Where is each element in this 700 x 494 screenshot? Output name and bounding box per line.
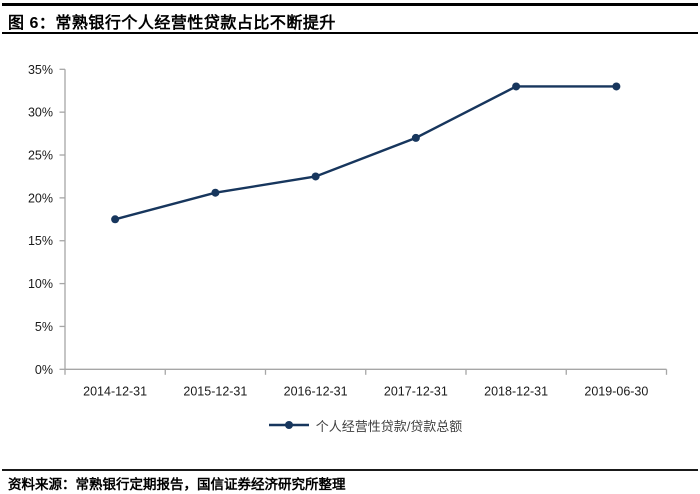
data-point-marker	[411, 133, 420, 142]
data-point-marker	[211, 188, 220, 197]
x-axis-label: 2016-12-31	[284, 384, 348, 398]
chart-legend: 个人经营性贷款/贷款总额	[15, 416, 700, 434]
figure-title: 图 6：常熟银行个人经营性贷款占比不断提升	[8, 15, 336, 32]
legend-label: 个人经营性贷款/贷款总额	[315, 418, 463, 434]
legend-line-marker-icon	[268, 421, 309, 429]
y-axis-label: 25%	[28, 149, 53, 163]
data-point-marker	[311, 172, 320, 181]
x-axis-label: 2015-12-31	[183, 384, 247, 398]
line-chart: 0% 5% 10% 15% 20% 25% 30% 35% 2014-12-31 2015-12-…	[28, 63, 668, 398]
data-point-marker	[111, 215, 120, 224]
y-axis-label: 30%	[28, 106, 53, 120]
top-rule	[2, 3, 698, 6]
source-rule	[2, 469, 698, 471]
y-axis-label: 5%	[35, 320, 53, 334]
source-text: 资料来源：常熟银行定期报告，国信证券经济研究所整理	[8, 477, 346, 493]
data-point-marker	[612, 82, 621, 91]
y-axis-label: 20%	[28, 191, 53, 205]
data-point-marker	[512, 82, 521, 91]
data-line	[114, 85, 617, 221]
title-underline-rule	[2, 32, 698, 34]
y-axis-label: 10%	[28, 277, 53, 291]
y-axis-label: 15%	[28, 234, 53, 248]
x-axis-label: 2014-12-31	[83, 384, 147, 398]
y-axis-label: 0%	[35, 363, 53, 377]
y-axis-label: 35%	[28, 63, 53, 77]
x-axis-label: 2019-06-30	[584, 384, 648, 398]
x-axis-label: 2018-12-31	[484, 384, 548, 398]
x-axis-label: 2017-12-31	[384, 384, 448, 398]
